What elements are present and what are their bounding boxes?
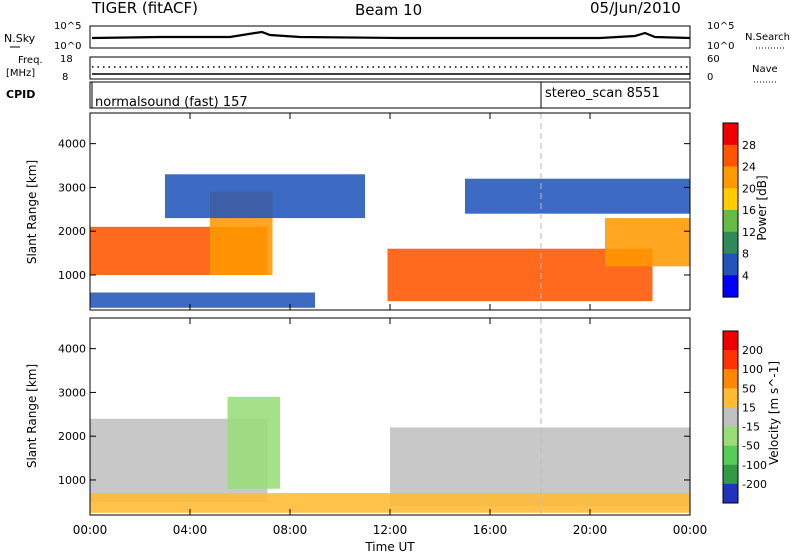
cpid-segment-1: normalsound (fast) 157 bbox=[95, 95, 248, 110]
velocity-data-layer bbox=[90, 396, 690, 513]
velocity-colorbar-tick-3: 50 bbox=[742, 382, 756, 395]
time-axis-label: Time UT bbox=[364, 540, 415, 554]
power-region-7 bbox=[465, 178, 690, 214]
freq-label-line1: Freq. bbox=[18, 55, 43, 66]
power-colorbar: 4 8 12 16 20 24 28 bbox=[722, 122, 756, 298]
velocity-region-2 bbox=[227, 396, 280, 489]
velocity-colorbar: 200 100 50 15 -15 -50 -100 -200 bbox=[722, 330, 767, 504]
power-colorbar-swatch-1 bbox=[723, 123, 738, 146]
velocity-region-4 bbox=[90, 493, 690, 513]
velocity-ytick-label-3: 3000 bbox=[58, 386, 86, 399]
velocity-colorbar-swatch-4 bbox=[723, 388, 738, 408]
time-tick-label-1: 00:00 bbox=[73, 523, 108, 537]
power-colorbar-tick-5: 20 bbox=[742, 182, 756, 195]
velocity-colorbar-swatch-9 bbox=[723, 483, 738, 504]
power-ytick-label-1: 1000 bbox=[58, 269, 86, 282]
velocity-colorbar-tick-7: -100 bbox=[742, 459, 767, 472]
power-region-4 bbox=[605, 218, 690, 267]
velocity-colorbar-tick-4: 15 bbox=[742, 401, 756, 414]
power-colorbar-swatch-8 bbox=[723, 275, 738, 298]
power-ytick-label-3: 3000 bbox=[58, 181, 86, 194]
velocity-region-3 bbox=[390, 427, 690, 507]
time-tick-label-6: 20:00 bbox=[573, 523, 608, 537]
power-data-layer bbox=[90, 174, 690, 308]
noise-left-tick-top: 10^5 bbox=[54, 21, 81, 32]
power-colorbar-swatch-6 bbox=[723, 231, 738, 255]
power-ytick-label-2: 2000 bbox=[58, 225, 86, 238]
velocity-colorbar-swatch-3 bbox=[723, 369, 738, 389]
power-colorbar-tick-7: 28 bbox=[742, 139, 756, 152]
cpid-label: CPID bbox=[6, 88, 35, 101]
freq-label-line2: [MHz] bbox=[6, 68, 35, 79]
figure-title: TIGER (fitACF) bbox=[91, 0, 198, 17]
velocity-colorbar-tick-8: -200 bbox=[742, 478, 767, 491]
velocity-ytick-label-4: 4000 bbox=[58, 343, 86, 356]
velocity-colorbar-swatch-6 bbox=[723, 426, 738, 447]
velocity-colorbar-tick-6: -50 bbox=[742, 440, 760, 453]
date-label: 05/Jun/2010 bbox=[590, 0, 681, 17]
power-colorbar-swatch-5 bbox=[723, 210, 738, 233]
time-tick-label-3: 08:00 bbox=[273, 523, 308, 537]
time-tick-label-5: 16:00 bbox=[473, 523, 508, 537]
velocity-colorbar-swatch-5 bbox=[723, 407, 738, 427]
time-tick-label-7: 00:00 bbox=[673, 523, 708, 537]
power-region-6 bbox=[165, 174, 365, 219]
velocity-colorbar-frame bbox=[722, 330, 739, 504]
power-y-ticks: 1000 2000 3000 4000 bbox=[58, 138, 690, 282]
nave-right-tick-bottom: 0 bbox=[707, 72, 713, 83]
velocity-colorbar-tick-2: 100 bbox=[742, 363, 763, 376]
noise-right-tick-top: 10^5 bbox=[707, 21, 734, 32]
velocity-colorbar-swatch-7 bbox=[723, 445, 738, 466]
velocity-colorbar-label: Velocity [m s^-1] bbox=[767, 361, 781, 465]
velocity-colorbar-tick-5: -15 bbox=[742, 421, 760, 434]
cpid-panel: CPID normalsound (fast) 157 stereo_scan … bbox=[6, 81, 691, 110]
noise-right-tick-bottom: 10^0 bbox=[707, 41, 734, 52]
noise-left-tick-bottom: 10^0 bbox=[54, 41, 81, 52]
power-ylabel: Slant Range [km] bbox=[25, 160, 39, 264]
velocity-colorbar-swatch-8 bbox=[723, 464, 738, 485]
velocity-colorbar-swatch-1 bbox=[723, 331, 738, 351]
time-tick-label-2: 04:00 bbox=[173, 523, 208, 537]
velocity-ytick-label-2: 2000 bbox=[58, 430, 86, 443]
velocity-ytick-label-1: 1000 bbox=[58, 474, 86, 487]
velocity-colorbar-swatch-2 bbox=[723, 350, 738, 370]
power-ytick-label-4: 4000 bbox=[58, 138, 86, 151]
freq-left-tick-top: 18 bbox=[60, 54, 73, 65]
power-colorbar-swatch-3 bbox=[723, 166, 738, 189]
nave-right-tick-top: 60 bbox=[707, 54, 720, 65]
power-panel: 1000 2000 3000 4000 Slant Range [km] 4 8 12 16… bbox=[25, 112, 769, 311]
noise-search-label: N.Search bbox=[745, 32, 790, 43]
time-tick-label-4: 12:00 bbox=[373, 523, 408, 537]
velocity-panel: 1000 2000 3000 4000 Slant Range [km] 200 100… bbox=[25, 317, 781, 516]
power-colorbar-swatch-2 bbox=[723, 144, 738, 168]
nave-label: Nave bbox=[752, 64, 778, 75]
power-colorbar-swatch-7 bbox=[723, 253, 738, 276]
time-axis: 00:00 04:00 08:00 12:00 16:00 20:00 00:00 bbox=[73, 113, 708, 537]
power-region-5 bbox=[90, 292, 315, 308]
noise-sky-line bbox=[91, 30, 691, 40]
velocity-colorbar-tick-1: 200 bbox=[742, 344, 763, 357]
freq-left-tick-bottom: 8 bbox=[62, 72, 68, 83]
power-colorbar-tick-3: 12 bbox=[742, 226, 756, 239]
power-colorbar-tick-4: 16 bbox=[742, 204, 756, 217]
velocity-ylabel: Slant Range [km] bbox=[25, 364, 39, 468]
power-colorbar-tick-1: 4 bbox=[742, 269, 749, 282]
power-colorbar-tick-2: 8 bbox=[742, 248, 749, 261]
cpid-segment-2: stereo_scan 8551 bbox=[545, 86, 660, 101]
power-colorbar-swatch-4 bbox=[723, 188, 738, 211]
noise-panel: N.Sky 10^5 10^0 10^5 10^0 N.Search bbox=[4, 21, 790, 52]
noise-sky-label: N.Sky bbox=[4, 32, 36, 45]
velocity-y-ticks: 1000 2000 3000 4000 bbox=[58, 343, 690, 487]
beam-label: Beam 10 bbox=[355, 1, 422, 19]
power-colorbar-frame bbox=[722, 122, 739, 298]
power-colorbar-tick-6: 24 bbox=[742, 161, 756, 174]
power-colorbar-label: Power [dB] bbox=[755, 175, 769, 240]
freq-panel: Freq. [MHz] 18 8 60 0 Nave bbox=[6, 54, 778, 83]
